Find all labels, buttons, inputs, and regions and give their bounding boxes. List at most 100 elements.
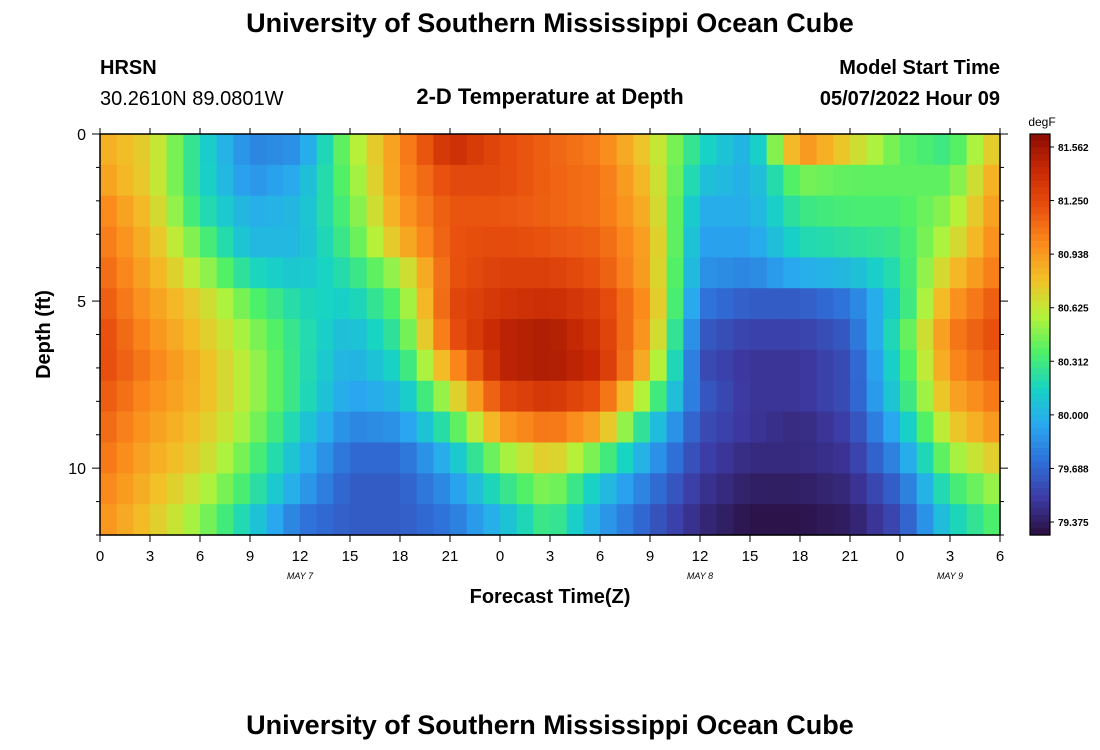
heatmap-cell [816,442,834,474]
x-tick-label: 0 [896,548,904,565]
heatmap-cell [850,504,868,536]
heatmap-cell [650,195,668,228]
heatmap-cell [883,504,901,536]
heatmap-cell [216,411,234,444]
y-tick-label: 10 [68,461,86,478]
heatmap-cell [833,504,851,536]
heatmap-cell [700,288,718,320]
heatmap-cell [500,442,518,474]
colorbar-segment [1030,468,1050,476]
heatmap-cell [450,349,468,382]
heatmap-cell [600,504,618,536]
heatmap-cell [750,442,768,474]
heatmap-cell [883,349,901,382]
heatmap-cell [983,288,1001,320]
heatmap-cell [433,319,451,351]
x-tick-label: 6 [196,548,204,565]
colorbar-segment [1030,180,1050,189]
colorbar-segment [1030,434,1050,443]
heatmap-cell [500,164,518,197]
heatmap-cell [416,380,434,413]
heatmap-cell [833,319,851,351]
heatmap-cell [866,257,884,289]
heatmap-cell [300,442,318,474]
heatmap-cell [983,226,1001,258]
heatmap-cell [900,349,918,382]
colorbar-segment [1030,154,1050,162]
heatmap-cell [283,349,301,382]
colorbar-segment [1030,448,1050,456]
heatmap-cell [950,473,968,505]
heatmap-cell [650,319,668,351]
colorbar-segment [1030,347,1050,356]
heatmap-cell [133,442,151,474]
heatmap-cell [733,349,751,382]
heatmap-cell [200,195,218,228]
colorbar-segment [1030,274,1050,282]
heatmap-cell [466,473,484,505]
heatmap-cell [150,411,168,444]
heatmap-cell [900,226,918,258]
colorbar-segment [1030,321,1050,329]
heatmap-cell [766,411,784,444]
heatmap-cell [800,442,818,474]
heatmap-cell [700,442,718,474]
x-tick-label: 0 [496,548,504,565]
heatmap-cell [466,134,484,166]
heatmap-cell [166,319,184,351]
heatmap-cell [983,257,1001,289]
heatmap-cell [233,473,251,505]
heatmap-cell [933,442,951,474]
heatmap-cell [316,257,334,289]
heatmap-cell [283,164,301,197]
heatmap-cell [700,380,718,413]
heatmap-cell [816,195,834,228]
heatmap-cell [166,411,184,444]
heatmap-cell [916,411,934,444]
heatmap-cell [316,134,334,166]
colorbar-tick-label: 81.250 [1058,197,1089,208]
heatmap-cell [200,226,218,258]
heatmap-cell [633,349,651,382]
heatmap-cell [883,473,901,505]
heatmap-cell [616,349,634,382]
heatmap-cell [383,134,401,166]
heatmap-cell [566,442,584,474]
heatmap-cell [300,411,318,444]
heatmap-cell [733,380,751,413]
heatmap-cell [366,380,384,413]
heatmap-cell [783,164,801,197]
heatmap-cell [250,442,268,474]
heatmap-cell [116,134,134,166]
heatmap-cell [750,411,768,444]
heatmap-cell [333,473,351,505]
heatmap-cell [900,164,918,197]
heatmap-cell [283,504,301,536]
heatmap-cell [633,473,651,505]
heatmap-cell [866,473,884,505]
heatmap-cell [466,164,484,197]
heatmap-cell [566,134,584,166]
heatmap-cell [366,319,384,351]
heatmap-cell [350,195,368,228]
heatmap-cell [550,504,568,536]
heatmap-cell [150,195,168,228]
colorbar-segment [1030,260,1050,269]
heatmap-cell [983,504,1001,536]
heatmap-cell [316,349,334,382]
colorbar-segment [1030,314,1050,322]
heatmap-cell [433,442,451,474]
heatmap-cell [266,319,284,351]
heatmap-cell [183,319,201,351]
heatmap-cell [966,349,984,382]
heatmap-cell [400,411,418,444]
heatmap-cell [716,226,734,258]
heatmap-cell [350,319,368,351]
heatmap-cell [900,134,918,166]
heatmap-cell [250,411,268,444]
heatmap-cell [816,226,834,258]
heatmap-cell [166,257,184,289]
heatmap-cell [500,257,518,289]
heatmap-cell [316,380,334,413]
heatmap-cell [650,473,668,505]
